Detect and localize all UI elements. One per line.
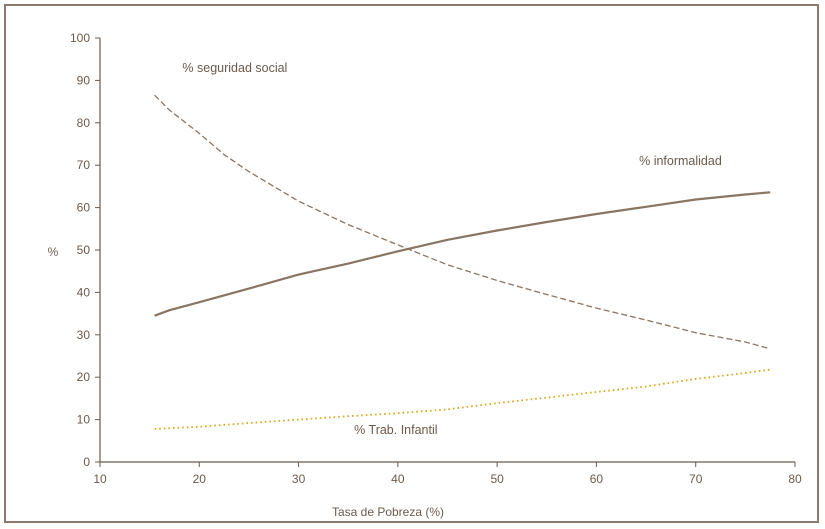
series-label: % Trab. Infantil	[354, 423, 437, 437]
x-tick-label: 80	[788, 472, 802, 486]
y-tick-label: 70	[77, 158, 91, 172]
series-label: % informalidad	[639, 154, 722, 168]
y-tick-label: 30	[77, 328, 91, 342]
y-tick-label: 40	[77, 285, 91, 299]
series-line-seguridad-social	[154, 94, 771, 350]
y-tick-label: 60	[77, 201, 91, 215]
y-tick-label: 50	[77, 243, 91, 257]
annotation-layer: % seguridad social % informalidad % Trab. …	[182, 61, 721, 437]
x-tick-label: 20	[193, 472, 207, 486]
x-tick-label: 40	[391, 472, 405, 486]
series-layer	[154, 94, 771, 430]
x-tick-label: 60	[590, 472, 604, 486]
x-axis-title: Tasa de Pobreza (%)	[332, 505, 444, 519]
y-axis-ticks: 0 10 20 30 40 50 60 70 80 90 100	[70, 31, 100, 469]
y-tick-label: 0	[83, 455, 90, 469]
y-tick-label: 80	[77, 116, 91, 130]
series-line-trab-infantil	[154, 368, 771, 430]
x-tick-label: 50	[490, 472, 504, 486]
series-line-informalidad	[154, 191, 771, 317]
x-tick-label: 70	[689, 472, 703, 486]
chart-frame: 10 20 30 40 50 60 70 80 0 10 20 30 40 50 60 70 80 90 100 …	[4, 4, 819, 523]
y-tick-label: 100	[70, 31, 90, 45]
series-label: % seguridad social	[182, 61, 287, 75]
x-tick-label: 10	[93, 472, 107, 486]
y-tick-label: 10	[77, 413, 91, 427]
y-tick-label: 20	[77, 370, 91, 384]
y-axis-title: %	[48, 245, 59, 259]
x-tick-label: 30	[292, 472, 306, 486]
x-axis-ticks: 10 20 30 40 50 60 70 80	[93, 462, 802, 486]
y-tick-label: 90	[77, 73, 91, 87]
chart: 10 20 30 40 50 60 70 80 0102030405060708090100 …	[48, 31, 802, 519]
